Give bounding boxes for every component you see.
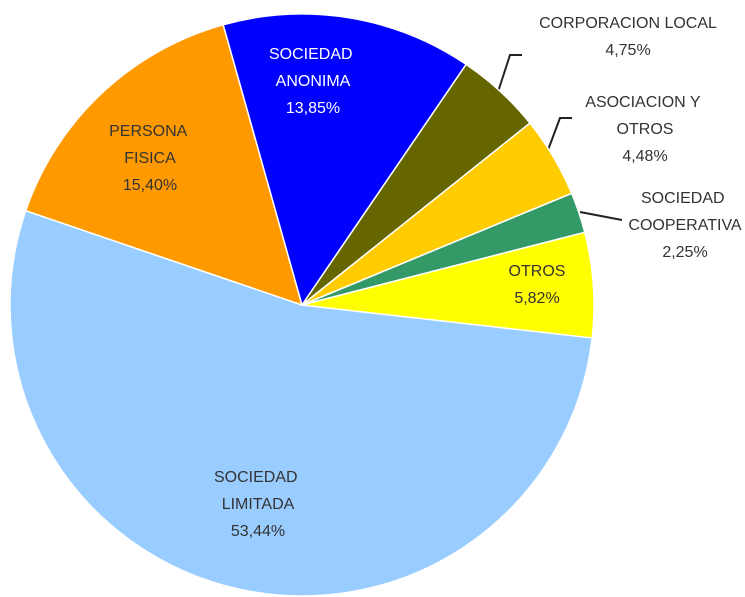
pie-slice [222, 13, 468, 307]
value-label: 53,44% [231, 523, 285, 540]
leader-line [547, 117, 572, 151]
slices [9, 13, 595, 597]
pie-slice [301, 231, 595, 339]
value-label: 4,48% [622, 148, 667, 165]
slice-label: OTROS [509, 263, 566, 280]
pie-slice [24, 23, 304, 307]
value-label: 13,85% [286, 100, 340, 117]
slice-label: CORPORACION LOCAL [539, 15, 717, 32]
slice-label: SOCIEDAD COOPERATIVA [628, 190, 742, 234]
pie-slice [9, 209, 593, 597]
slice-label: SOCIEDAD ANONIMA [269, 46, 357, 90]
value-label: 4,75% [605, 42, 650, 59]
value-label: 5,82% [514, 290, 559, 307]
slice-label: ASOCIACION Y OTROS [585, 94, 704, 138]
slice-label: PERSONA FISICA [109, 123, 191, 167]
value-label: 2,25% [662, 244, 707, 261]
leader-line [496, 54, 522, 96]
leader-line [579, 211, 623, 221]
value-label: 15,40% [123, 177, 177, 194]
slice-label: SOCIEDAD LIMITADA [214, 469, 302, 513]
